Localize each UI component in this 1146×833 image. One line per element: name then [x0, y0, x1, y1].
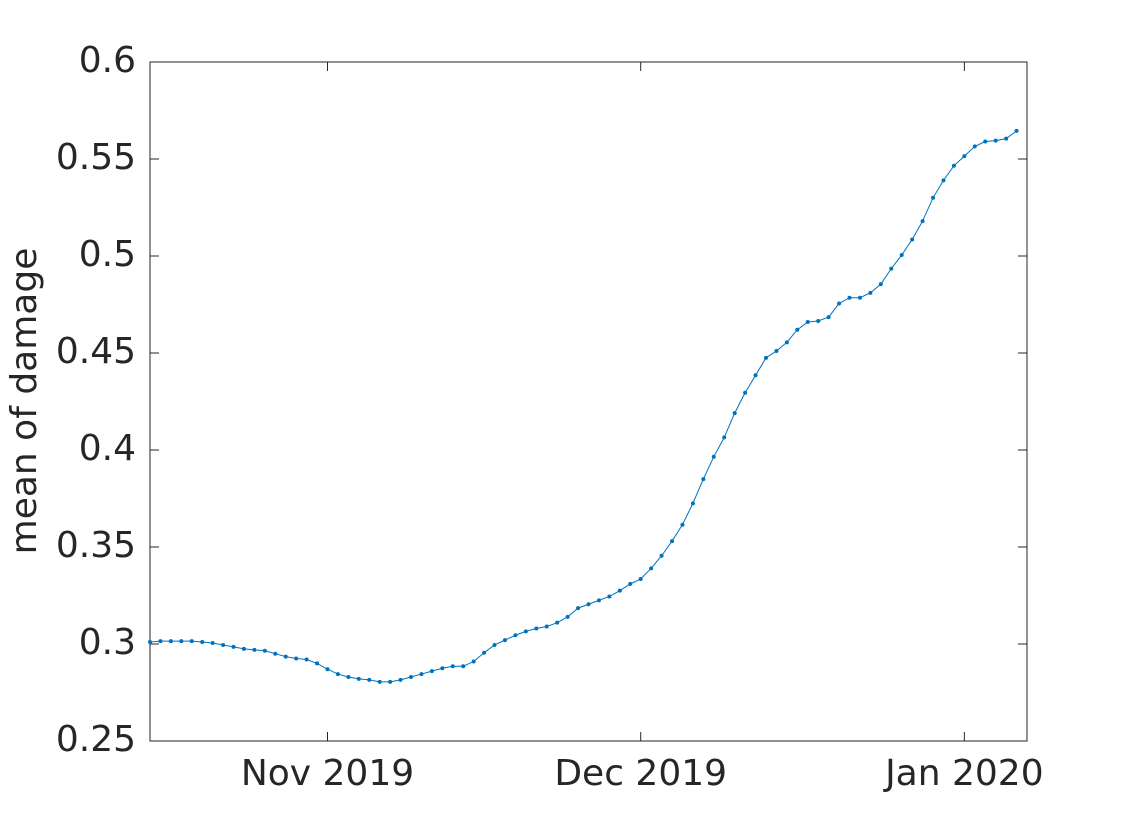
- data-point: [273, 651, 278, 656]
- data-point: [346, 674, 351, 679]
- data-point: [795, 327, 800, 332]
- data-point: [513, 633, 518, 638]
- data-point: [670, 539, 675, 544]
- data-point: [252, 647, 257, 652]
- data-point: [398, 677, 403, 682]
- data-point: [586, 602, 591, 607]
- data-point: [179, 639, 184, 644]
- data-point: [774, 349, 779, 354]
- data-point: [659, 553, 664, 558]
- data-point: [857, 295, 862, 300]
- data-point: [335, 672, 340, 677]
- data-point: [210, 641, 215, 646]
- data-point: [461, 664, 466, 669]
- data-point: [544, 624, 549, 629]
- data-point: [241, 646, 246, 651]
- data-point: [492, 642, 497, 647]
- data-point: [596, 598, 601, 603]
- data-point: [450, 664, 455, 669]
- plot-box: [149, 61, 1028, 742]
- data-point: [649, 566, 654, 571]
- data-point: [315, 661, 320, 666]
- data-point: [148, 640, 152, 645]
- data-point: [409, 674, 414, 679]
- data-point: [419, 672, 424, 677]
- y-tick-label: 0.45: [56, 331, 136, 372]
- data-point: [576, 606, 581, 611]
- data-point: [941, 178, 946, 183]
- data-point: [367, 677, 372, 682]
- data-line: [149, 130, 1017, 683]
- data-point: [732, 411, 737, 416]
- data-point: [972, 144, 977, 149]
- data-point: [482, 650, 487, 655]
- data-point: [837, 301, 842, 306]
- y-tick-label: 0.3: [79, 622, 136, 663]
- x-tick-label: Nov 2019: [241, 753, 414, 794]
- data-point: [377, 679, 382, 684]
- y-tick-label: 0.35: [56, 525, 136, 566]
- data-point: [878, 282, 883, 287]
- data-point: [722, 435, 727, 440]
- data-point: [262, 648, 267, 653]
- data-point: [1014, 128, 1019, 133]
- data-point: [826, 315, 831, 320]
- data-point: [158, 639, 163, 644]
- data-point: [429, 669, 434, 674]
- data-point: [189, 639, 194, 644]
- data-point: [753, 373, 758, 378]
- x-tick-label: Jan 2020: [883, 753, 1044, 794]
- data-point: [471, 659, 476, 664]
- data-point: [523, 629, 528, 634]
- data-point: [555, 620, 560, 625]
- data-point: [1004, 136, 1009, 141]
- data-point: [899, 253, 904, 258]
- data-point: [221, 642, 226, 647]
- data-point: [993, 138, 998, 143]
- data-point: [283, 654, 288, 659]
- data-point: [920, 219, 925, 224]
- data-point: [931, 195, 936, 200]
- data-point: [325, 667, 330, 672]
- data-point: [951, 163, 956, 168]
- data-point: [617, 588, 622, 593]
- data-point: [889, 266, 894, 271]
- y-tick-label: 0.4: [79, 428, 136, 469]
- data-point: [565, 614, 570, 619]
- data-point: [690, 501, 695, 506]
- data-point: [502, 638, 507, 643]
- data-point: [628, 581, 633, 586]
- data-point: [868, 290, 873, 295]
- data-point: [910, 237, 915, 242]
- data-point: [388, 679, 393, 684]
- data-point: [962, 154, 967, 159]
- y-tick-label: 0.5: [79, 234, 136, 275]
- data-point: [440, 666, 445, 671]
- y-tick-label: 0.25: [56, 719, 136, 760]
- data-point: [711, 454, 716, 459]
- data-point: [784, 340, 789, 345]
- data-point: [294, 656, 299, 661]
- data-point: [983, 139, 988, 144]
- data-point: [763, 355, 768, 360]
- data-point: [534, 626, 539, 631]
- x-tick-label: Dec 2019: [554, 753, 727, 794]
- data-point: [304, 657, 309, 662]
- data-point: [231, 644, 236, 649]
- data-point: [168, 639, 173, 644]
- data-point: [805, 319, 810, 324]
- data-point: [743, 390, 748, 395]
- data-point: [200, 640, 205, 645]
- data-point: [816, 318, 821, 323]
- data-point: [847, 295, 852, 300]
- data-point: [356, 676, 361, 681]
- y-axis-label: mean of damage: [4, 248, 45, 555]
- data-point: [607, 594, 612, 599]
- y-tick-label: 0.55: [56, 137, 136, 178]
- data-point: [701, 477, 706, 482]
- data-point: [638, 577, 643, 582]
- y-tick-label: 0.6: [79, 40, 136, 81]
- data-point: [680, 522, 685, 527]
